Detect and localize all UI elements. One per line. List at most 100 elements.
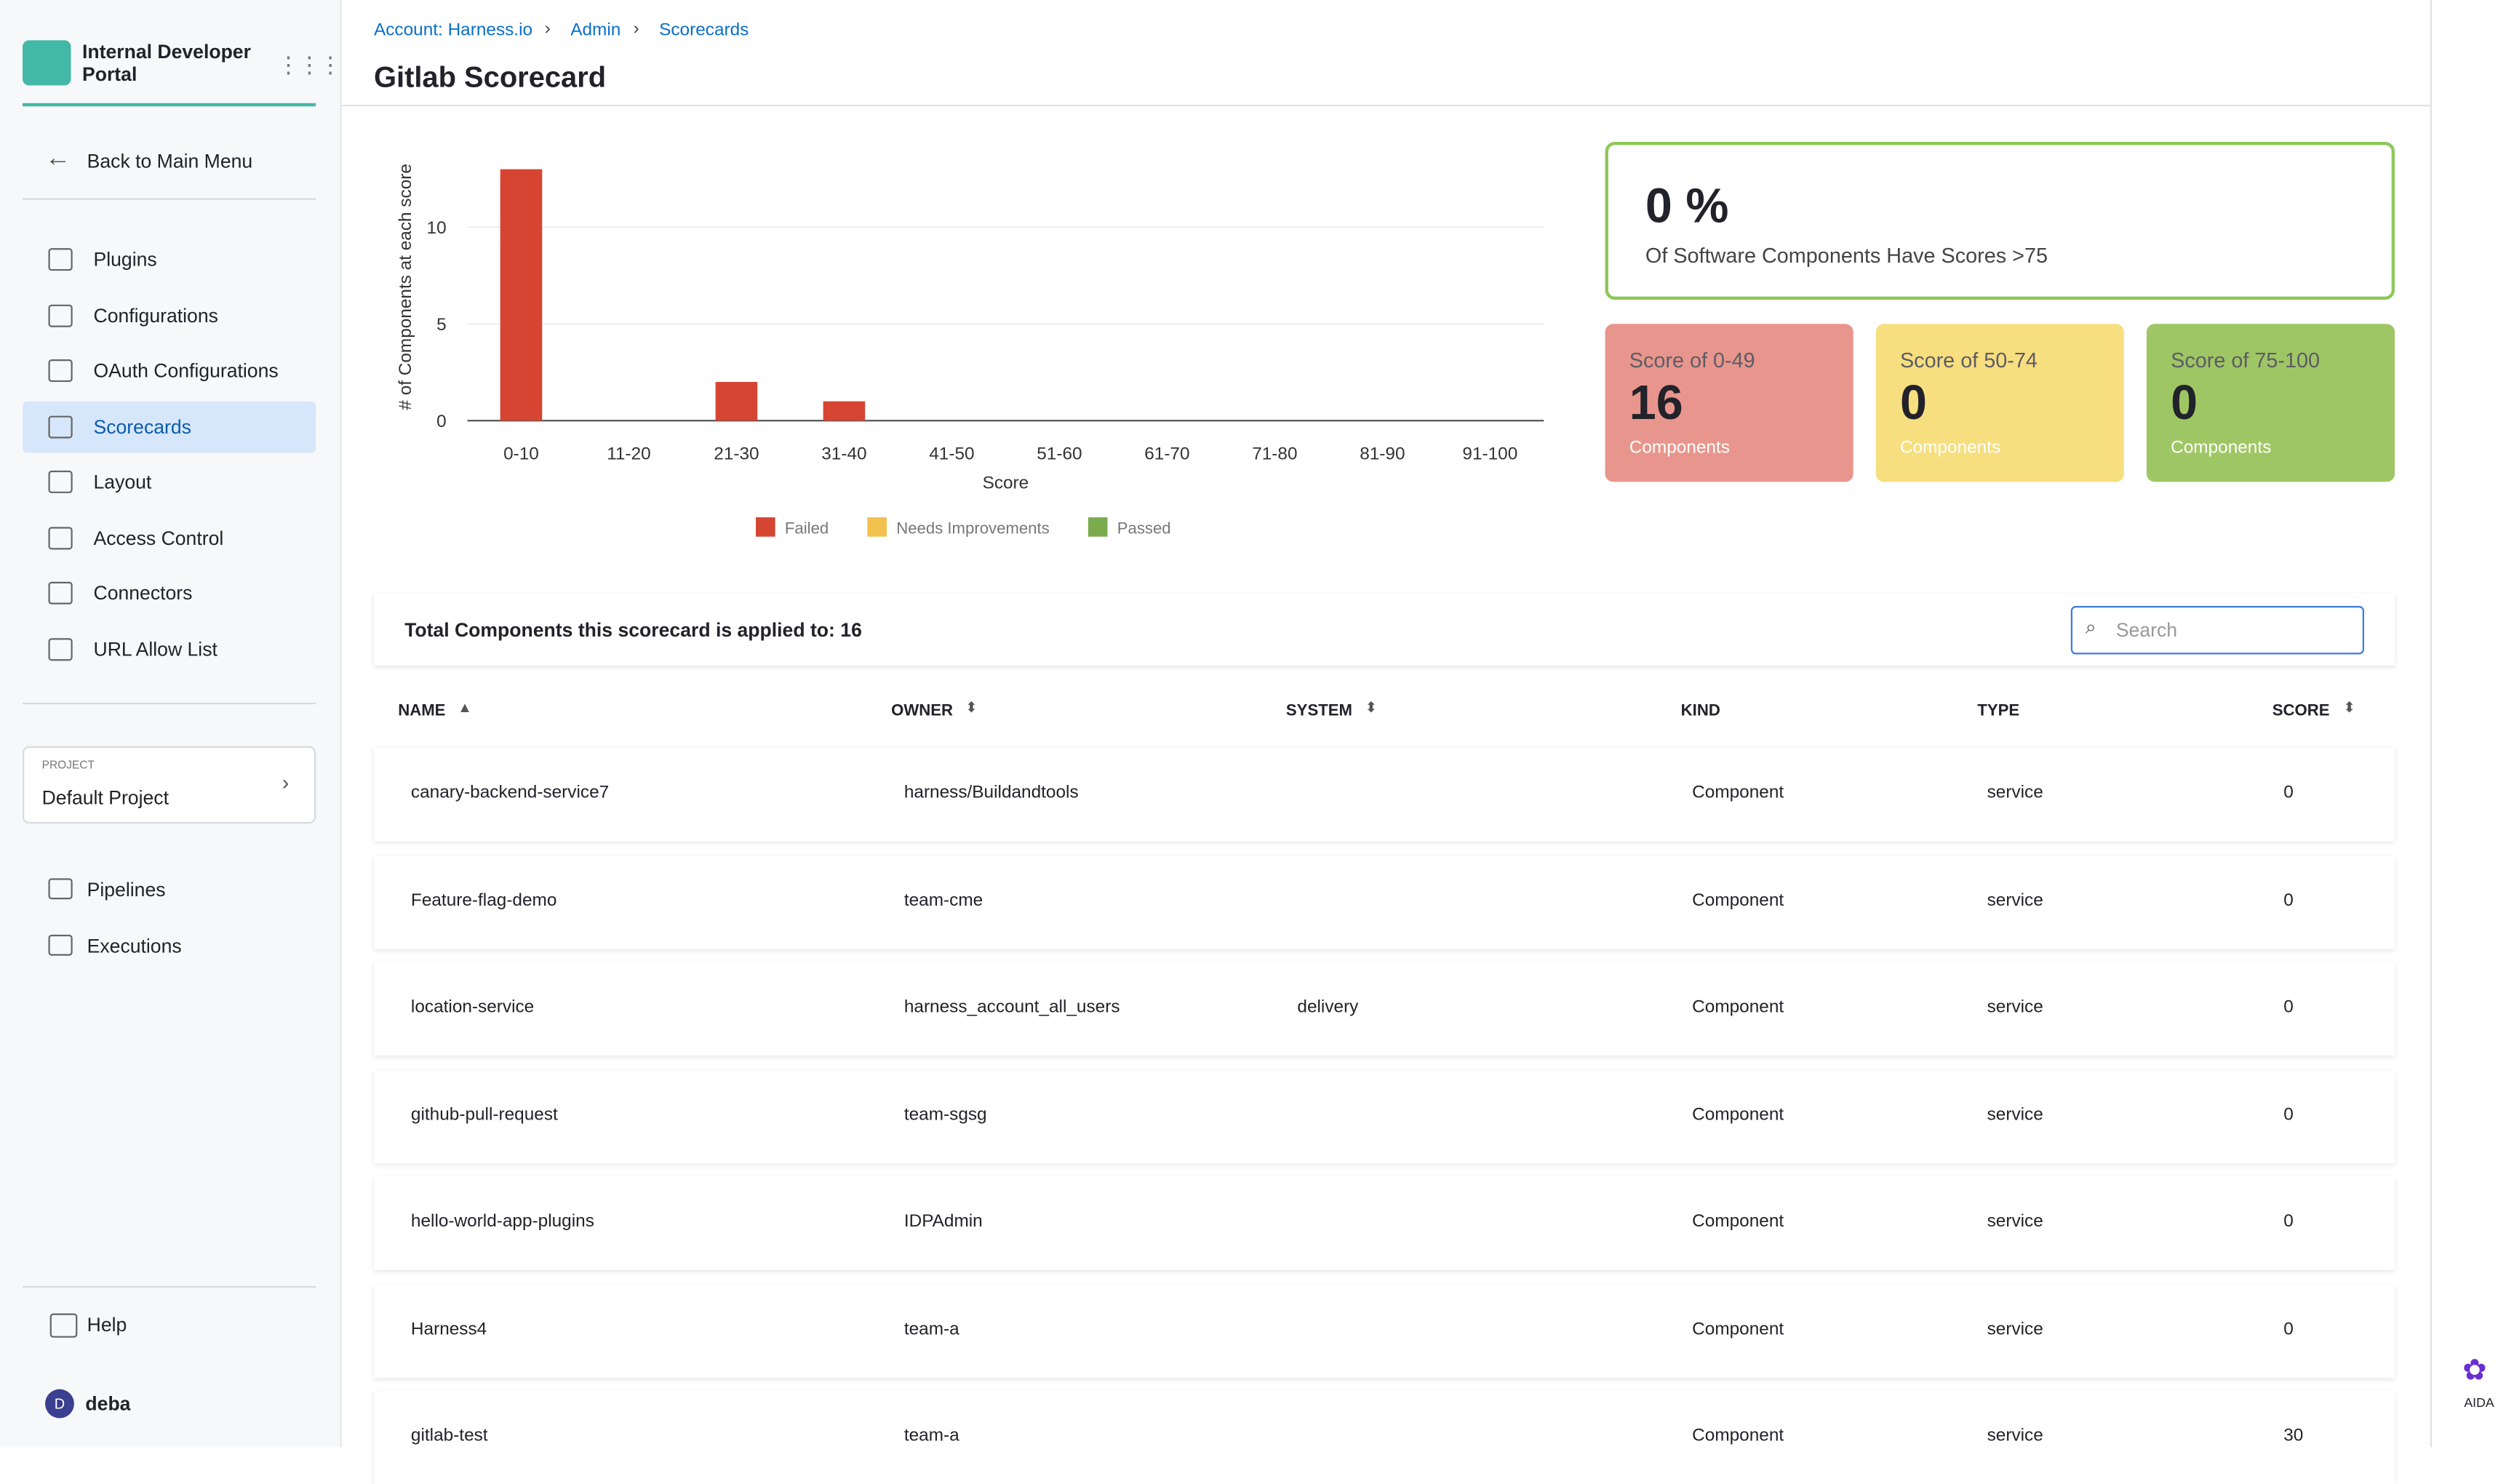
nav-item[interactable]: Access Control — [23, 511, 316, 563]
table-row[interactable] — [373, 855, 2395, 949]
x-axis-label: Score — [983, 473, 1029, 492]
table-cell: 30 — [2283, 1426, 2304, 1446]
table-cell: team-a — [903, 1426, 959, 1446]
percent-text: Of Software Components Have Scores >75 — [1645, 243, 2048, 268]
nav-label: Layout — [93, 470, 152, 493]
percent-card: 0 % Of Software Components Have Scores >… — [1605, 141, 2395, 300]
page-header: Account: Harness.io › Admin › Scorecards Git… — [341, 0, 2430, 107]
table-row[interactable] — [373, 747, 2395, 842]
divider — [2430, 0, 2433, 1448]
search-placeholder: Search — [2115, 618, 2178, 642]
column-header: KIND — [1680, 702, 1720, 721]
table-cell: 0 — [2283, 997, 2294, 1017]
table-cell: service — [1987, 997, 2043, 1017]
legend-label: Needs Improvements — [896, 519, 1049, 537]
page-title: Gitlab Scorecard — [373, 61, 607, 94]
score-card-label: Score of 50-74 — [1899, 348, 2038, 372]
nav-item[interactable]: Plugins — [23, 234, 316, 285]
nav-icon — [48, 581, 73, 605]
aida-icon[interactable]: ✿ — [2462, 1353, 2487, 1387]
table-cell: 0 — [2283, 890, 2294, 910]
score-card-value: 0 — [2171, 377, 2198, 431]
help-link[interactable]: Help — [87, 1313, 127, 1336]
nav-item[interactable]: Configurations — [23, 290, 316, 341]
breadcrumb[interactable]: Admin — [570, 20, 621, 41]
table-cell: Component — [1692, 1426, 1784, 1446]
nav-label: Scorecards — [93, 415, 191, 438]
table-cell: service — [1987, 1104, 2043, 1125]
table-cell: 0 — [2283, 783, 2294, 803]
table-cell: canary-backend-service7 — [410, 783, 610, 803]
project-label: PROJECT — [41, 760, 95, 773]
project-selector[interactable]: PROJECT Default Project › — [23, 746, 316, 824]
column-header[interactable]: OWNER — [891, 702, 954, 721]
chart: 0 5 10 # of Components at each score Score 0-… — [396, 164, 1544, 537]
legend-label: Passed — [1117, 519, 1171, 537]
nav-item[interactable]: Connectors — [23, 567, 316, 619]
table-cell: service — [1987, 1211, 2043, 1232]
table-row[interactable] — [373, 1176, 2395, 1270]
search-input[interactable]: ⌕ Search — [2070, 605, 2364, 655]
nav-item[interactable]: Layout — [23, 456, 316, 508]
table-row[interactable] — [373, 962, 2395, 1056]
legend-swatch — [756, 517, 775, 537]
table-row[interactable] — [373, 1069, 2395, 1163]
x-tick-label: 11-20 — [607, 444, 651, 463]
nav-item[interactable]: URL Allow List — [23, 623, 316, 674]
divider — [23, 1285, 316, 1288]
column-header[interactable]: SYSTEM — [1285, 702, 1352, 721]
nav-label: Connectors — [93, 581, 193, 605]
table-row[interactable] — [373, 1283, 2395, 1378]
bar — [715, 382, 758, 421]
table-cell: github-pull-request — [410, 1104, 558, 1125]
sort-icon: ⬍ — [2343, 699, 2355, 716]
x-tick-label: 31-40 — [821, 444, 866, 463]
table-cell: team-cme — [903, 890, 983, 910]
aida-label: AIDA — [2464, 1395, 2494, 1411]
table-cell: service — [1987, 1319, 2043, 1339]
nav-item[interactable]: Scorecards — [23, 400, 316, 452]
nav-item[interactable]: Pipelines — [23, 863, 316, 915]
table-cell: team-a — [903, 1319, 959, 1339]
user-name[interactable]: deba — [85, 1392, 131, 1416]
nav-item[interactable]: OAuth Configurations — [23, 345, 316, 396]
divider — [23, 702, 316, 705]
project-name: Default Project — [41, 786, 169, 810]
nav-icon — [48, 470, 73, 493]
column-header[interactable]: NAME — [398, 702, 446, 721]
table-cell: hello-world-app-plugins — [410, 1211, 594, 1232]
score-card-unit: Components — [1629, 438, 1730, 458]
back-link[interactable]: Back to Main Menu — [87, 150, 253, 173]
help-icon — [49, 1313, 78, 1338]
bar — [500, 169, 543, 421]
table-cell: harness_account_all_users — [903, 997, 1120, 1017]
x-tick-label: 81-90 — [1360, 444, 1405, 463]
nav-item[interactable]: Executions — [23, 919, 316, 971]
nav-icon — [48, 359, 73, 383]
nav-icon — [48, 878, 73, 900]
divider — [23, 103, 316, 107]
table-cell: Component — [1692, 1319, 1784, 1339]
avatar: D — [45, 1389, 74, 1419]
table-cell: 0 — [2283, 1104, 2294, 1125]
table-cell: Feature-flag-demo — [410, 890, 557, 910]
score-card-label: Score of 0-49 — [1629, 348, 1755, 372]
apps-menu[interactable]: ⋮⋮⋮ — [277, 51, 342, 78]
x-tick-label: 61-70 — [1144, 444, 1189, 463]
nav-label: URL Allow List — [93, 637, 218, 661]
table-cell: service — [1987, 783, 2043, 803]
column-header[interactable]: SCORE — [2272, 702, 2330, 721]
score-card-label: Score of 75-100 — [2171, 348, 2321, 372]
search-icon: ⌕ — [2085, 615, 2096, 639]
x-tick-label: 0-10 — [503, 444, 539, 463]
nav-label: Plugins — [93, 248, 157, 271]
breadcrumb[interactable]: Scorecards — [659, 20, 749, 41]
table-cell: Component — [1692, 1104, 1784, 1125]
nav-icon — [48, 933, 73, 955]
table-cell: 0 — [2283, 1211, 2294, 1232]
score-card-unit: Components — [1899, 438, 2001, 458]
breadcrumb[interactable]: Account: Harness.io — [373, 20, 533, 41]
table-cell: service — [1987, 1426, 2043, 1446]
table-row[interactable] — [373, 1390, 2395, 1484]
legend-swatch — [1088, 517, 1108, 537]
